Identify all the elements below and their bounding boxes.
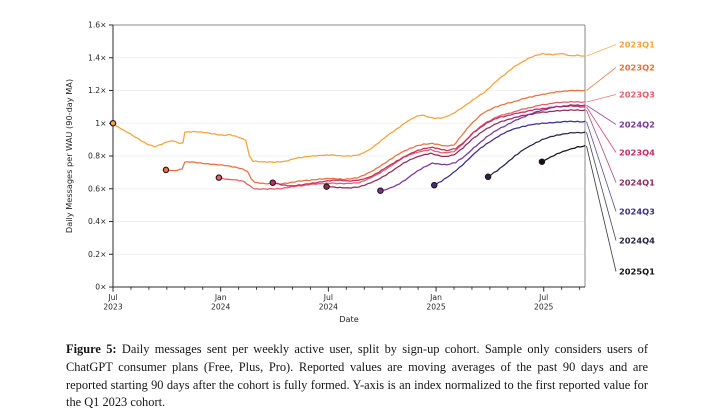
series-start-marker-2023Q2 bbox=[162, 166, 170, 174]
series-start-marker-2023Q1 bbox=[109, 120, 117, 127]
legend-label-2025Q1: 2025Q1 bbox=[619, 267, 655, 277]
x-tick-label-year: 2025 bbox=[426, 303, 445, 312]
x-tick-label-month: Jul bbox=[323, 293, 333, 302]
y-tick-label: 1× bbox=[95, 119, 106, 128]
series-line-2024Q4 bbox=[487, 131, 586, 178]
figure-caption: Figure 5: Daily messages sent per weekly… bbox=[66, 341, 648, 412]
series-start-marker-2024Q2 bbox=[377, 187, 384, 194]
series-line-2023Q4 bbox=[272, 104, 586, 187]
series-line-2023Q1 bbox=[112, 52, 586, 164]
figure-caption-label: Figure 5: bbox=[66, 342, 117, 356]
legend-label-2024Q2: 2024Q2 bbox=[619, 120, 655, 130]
y-tick-label: 0.6× bbox=[88, 184, 106, 193]
series-line-2024Q1 bbox=[325, 109, 586, 189]
legend-label-2023Q4: 2023Q4 bbox=[619, 148, 655, 158]
series-line-2024Q3 bbox=[433, 120, 586, 186]
y-tick-label: 0× bbox=[95, 283, 106, 292]
series-line-2025Q1 bbox=[541, 145, 586, 163]
legend-leader-2023Q3 bbox=[586, 94, 617, 103]
y-tick-label: 1.4× bbox=[88, 53, 106, 62]
legend-label-2024Q1: 2024Q1 bbox=[619, 178, 655, 188]
y-tick-label: 1.6× bbox=[88, 21, 106, 30]
legend-leader-2023Q4 bbox=[586, 106, 617, 153]
legend-label-2024Q3: 2024Q3 bbox=[619, 207, 655, 217]
legend-leader-2024Q4 bbox=[586, 132, 617, 241]
x-tick-label-year: 2024 bbox=[211, 303, 230, 312]
x-tick-label-month: Jul bbox=[538, 293, 548, 302]
legend-label-2024Q4: 2024Q4 bbox=[619, 236, 655, 246]
cohort-usage-chart: 0× 0.2× 0.4× 0.6× 0.8× 1× 1.2× 1.4× 1.6× Jul 2023 J… bbox=[64, 21, 655, 324]
y-tick-label: 0.4× bbox=[88, 217, 106, 226]
series-start-marker-2023Q3 bbox=[215, 174, 223, 181]
series-start-marker-2024Q4 bbox=[484, 173, 492, 181]
x-tick-label-year: 2023 bbox=[103, 303, 122, 312]
x-tick-label-year: 2025 bbox=[534, 303, 553, 312]
legend-label-2023Q2: 2023Q2 bbox=[619, 63, 655, 73]
series-start-marker-2025Q1 bbox=[538, 158, 546, 165]
x-tick-label-month: Jan bbox=[429, 293, 442, 302]
series-line-2024Q2 bbox=[379, 104, 586, 192]
legend-leader-2023Q2 bbox=[586, 67, 617, 91]
series-start-marker-2024Q1 bbox=[323, 183, 330, 190]
y-tick-label: 0.2× bbox=[88, 250, 106, 259]
legend-label-2023Q1: 2023Q1 bbox=[619, 40, 655, 50]
gridlines bbox=[113, 57, 585, 255]
chart-canvas: 0×0.2×0.4×0.6×0.8×1×1.2×1.4×1.6×Jul2023J… bbox=[64, 21, 655, 324]
legend-label-2023Q3: 2023Q3 bbox=[619, 90, 655, 100]
x-tick-label-month: Jul bbox=[107, 293, 117, 302]
series-line-2023Q2 bbox=[165, 89, 586, 185]
x-axis-title: Date bbox=[339, 314, 359, 324]
y-tick-label: 1.2× bbox=[88, 86, 106, 95]
legend-leader-2024Q3 bbox=[586, 121, 617, 212]
x-tick-label-month: Jan bbox=[214, 293, 227, 302]
legend-leader-2024Q2 bbox=[586, 104, 617, 125]
legend-leader-2025Q1 bbox=[586, 145, 617, 272]
legend-leader-2023Q1 bbox=[586, 44, 617, 57]
legend-leader-2024Q1 bbox=[586, 109, 617, 183]
y-axis-title: Daily Messages per WAU (90-day MA) bbox=[64, 79, 74, 233]
y-axis: 0× 0.2× 0.4× 0.6× 0.8× 1× 1.2× 1.4× 1.6× bbox=[88, 21, 113, 292]
y-tick-label: 0.8× bbox=[88, 152, 106, 161]
series-start-marker-2024Q3 bbox=[430, 181, 438, 189]
series-start-marker-2023Q4 bbox=[269, 179, 276, 186]
x-tick-label-year: 2024 bbox=[319, 303, 338, 312]
figure-caption-text: Daily messages sent per weekly active us… bbox=[66, 342, 648, 410]
